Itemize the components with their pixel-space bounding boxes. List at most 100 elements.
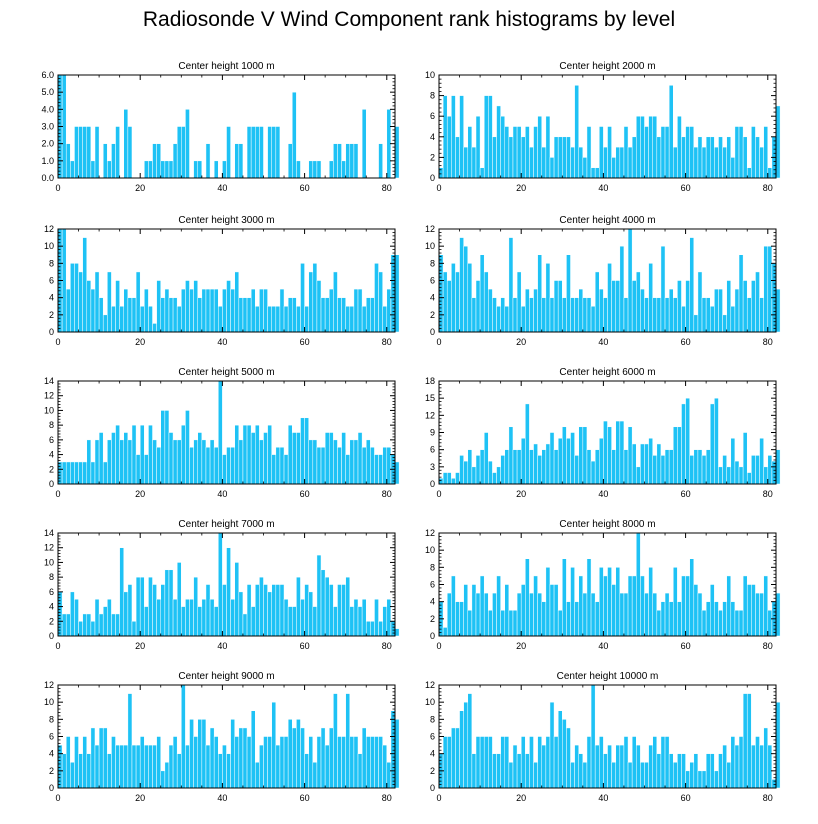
histogram-bar xyxy=(218,753,223,789)
x-tick-label: 40 xyxy=(217,641,227,651)
histogram-bar xyxy=(734,126,740,179)
histogram-bar xyxy=(537,455,542,485)
histogram-bar xyxy=(549,584,555,637)
histogram-bar xyxy=(246,584,252,637)
y-tick-label: 8 xyxy=(49,572,54,582)
histogram-bar xyxy=(537,115,542,179)
y-tick-label: 0 xyxy=(430,631,435,641)
histogram-bar xyxy=(115,424,120,485)
histogram-bar xyxy=(759,297,764,333)
histogram-bar xyxy=(357,288,363,333)
histogram-bar xyxy=(70,461,75,485)
histogram-bar xyxy=(226,126,231,179)
histogram-bar xyxy=(353,736,359,789)
histogram-bar xyxy=(504,306,510,333)
histogram-bar xyxy=(74,126,79,179)
histogram-bar xyxy=(664,736,670,789)
histogram-bar xyxy=(292,432,297,485)
histogram-bar xyxy=(496,466,501,485)
histogram-bar xyxy=(287,719,293,789)
histogram-bar xyxy=(668,753,674,789)
histogram-bar xyxy=(442,627,448,637)
y-tick-label: 6 xyxy=(49,435,54,445)
x-tick-label: 40 xyxy=(217,337,227,347)
y-tick-label: 2 xyxy=(430,614,435,624)
histogram-bar xyxy=(730,306,736,333)
histogram-bar xyxy=(296,576,301,637)
histogram-panel-10: Center height 10000 m 0 20 40 60 80 0 2 4 6 8 10 12 xyxy=(425,671,781,803)
histogram-bar xyxy=(328,288,334,333)
histogram-bar xyxy=(763,575,769,637)
histogram-bar xyxy=(226,446,231,485)
histogram-bar xyxy=(463,146,469,179)
histogram-bar xyxy=(709,403,715,485)
histogram-bar xyxy=(488,610,493,637)
histogram-bar xyxy=(541,449,547,485)
histogram-bar xyxy=(185,744,190,789)
histogram-bar xyxy=(578,753,584,789)
histogram-bar xyxy=(714,601,719,637)
histogram-bar xyxy=(263,432,268,485)
histogram-bar xyxy=(615,280,621,333)
histogram-bar xyxy=(738,610,744,637)
histogram-bar xyxy=(370,446,375,485)
histogram-bar xyxy=(446,592,452,637)
y-tick-label: 2 xyxy=(49,766,54,776)
histogram-bar xyxy=(259,576,264,637)
histogram-bar xyxy=(483,432,489,485)
histogram-bar xyxy=(222,584,227,637)
histogram-bar xyxy=(230,598,235,637)
histogram-bar xyxy=(123,288,129,333)
y-tick-label: 2 xyxy=(49,616,54,626)
histogram-bar xyxy=(594,744,600,789)
y-tick-label: 12 xyxy=(425,680,435,690)
histogram-bar xyxy=(78,621,83,637)
histogram-bar xyxy=(525,288,530,333)
histogram-bar xyxy=(742,136,748,179)
histogram-bar xyxy=(320,569,326,637)
histogram-bar xyxy=(562,426,567,485)
histogram-bar xyxy=(98,613,104,637)
histogram-bar xyxy=(611,762,616,789)
histogram-bar xyxy=(681,136,686,179)
histogram-bar xyxy=(205,143,211,179)
histogram-bar xyxy=(705,297,711,333)
histogram-bar xyxy=(135,744,141,789)
histogram-bar xyxy=(370,297,375,333)
histogram-bar xyxy=(570,297,575,333)
histogram-bar xyxy=(164,410,170,485)
histogram-bar xyxy=(259,126,264,179)
histogram-bar xyxy=(238,591,244,637)
histogram-bar xyxy=(226,280,231,333)
histogram-bar xyxy=(636,744,641,789)
histogram-panel-1: Center height 1000 m 0 20 40 60 80 0.0 1.0 2.0 3.… xyxy=(41,61,400,193)
y-tick-label: 8 xyxy=(430,562,435,572)
y-tick-label: 12 xyxy=(44,224,54,234)
histogram-bar xyxy=(730,437,736,485)
histogram-bar xyxy=(553,584,559,637)
histogram-bar xyxy=(102,606,108,637)
histogram-bar xyxy=(689,237,695,333)
histogram-bar xyxy=(590,167,596,179)
histogram-bar xyxy=(164,288,170,333)
histogram-bar xyxy=(148,744,153,789)
histogram-bar xyxy=(705,601,711,637)
x-tick-label: 0 xyxy=(55,489,60,499)
histogram-bar xyxy=(374,736,379,789)
histogram-bar xyxy=(488,460,493,485)
histogram-panel-6: Center height 6000 m 0 20 40 60 80 0 3 6 9 12 15 18 xyxy=(425,367,781,499)
histogram-bar xyxy=(562,558,567,637)
histogram-bar xyxy=(160,160,166,179)
y-tick-label: 12 xyxy=(44,680,54,690)
histogram-bar xyxy=(230,446,235,485)
histogram-bar xyxy=(767,744,773,789)
histogram-bar xyxy=(127,584,133,637)
histogram-bar xyxy=(287,297,293,333)
y-tick-label: 12 xyxy=(425,410,435,420)
histogram-bar xyxy=(697,136,703,179)
histogram-bar xyxy=(471,584,477,637)
histogram-bar xyxy=(578,288,584,333)
histogram-bar xyxy=(292,727,297,789)
histogram-bar xyxy=(275,744,281,789)
histogram-bar xyxy=(365,297,371,333)
